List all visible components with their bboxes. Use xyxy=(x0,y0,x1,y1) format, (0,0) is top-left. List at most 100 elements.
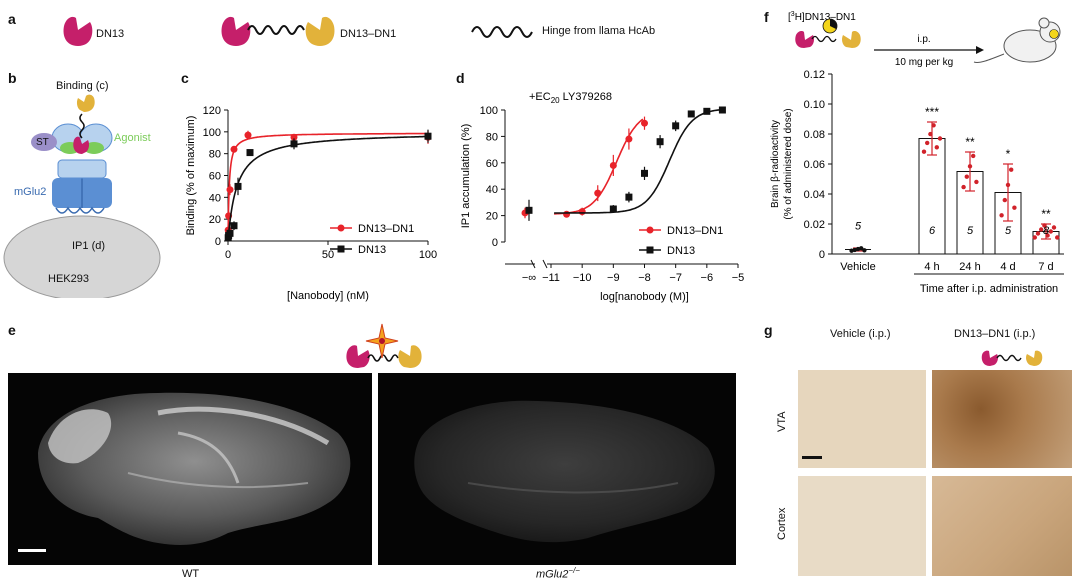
x-tick-label: −5 xyxy=(732,272,745,284)
individual-data-point xyxy=(1048,229,1053,234)
x-break-label: −∞ xyxy=(522,272,536,284)
individual-data-point xyxy=(1005,182,1011,188)
x-tick-label: −8 xyxy=(638,272,651,284)
legend-marker-dn13 xyxy=(646,246,654,254)
n-label: 6 xyxy=(929,225,936,237)
data-point-dn13-dn1 xyxy=(625,135,633,143)
y-tick-label: 0.10 xyxy=(804,99,825,111)
panel-letter-c: c xyxy=(181,70,189,86)
x-axis-label: log[nanobody (M)] xyxy=(600,291,689,303)
data-point-dn13 xyxy=(672,122,680,130)
n-label: 5 xyxy=(967,225,974,237)
y-tick-label: 120 xyxy=(203,105,221,117)
x-category-label: 4 h xyxy=(924,261,939,273)
legend-marker-dn13-dn1 xyxy=(646,226,654,234)
individual-data-point xyxy=(1035,231,1041,236)
y-tick-label: 0.04 xyxy=(804,189,825,201)
individual-data-point xyxy=(961,184,966,190)
vta-row-label: VTA xyxy=(776,411,788,432)
legend-label-dn13-dn1: DN13–DN1 xyxy=(358,223,414,235)
n-label: 5 xyxy=(1005,225,1012,237)
dn13-dn1-label: DN13–DN1 xyxy=(340,28,397,40)
individual-data-point xyxy=(1009,167,1014,172)
individual-data-point xyxy=(964,174,969,179)
data-point-dn13 xyxy=(718,106,726,114)
n-label: 5 xyxy=(855,221,862,233)
individual-data-point xyxy=(1055,235,1060,240)
legend-label-dn13: DN13 xyxy=(358,244,386,256)
panel-letter-g: g xyxy=(764,322,773,338)
dn13-nanobody-icon xyxy=(63,16,93,46)
ko-label: mGlu2−/− xyxy=(536,566,580,581)
data-point-dn13 xyxy=(424,132,432,140)
x-tick-label: −9 xyxy=(607,272,620,284)
tritium-nanobody-gold xyxy=(842,31,861,48)
data-point-dn13-dn1 xyxy=(230,145,238,153)
data-point-dn13-dn1 xyxy=(226,186,234,194)
individual-data-point xyxy=(928,131,933,137)
hinge-label: Hinge from llama HcAb xyxy=(542,25,656,37)
x-category-label: 7 d xyxy=(1038,261,1053,273)
y-tick-label: 20 xyxy=(486,211,498,223)
x-tick-label: −7 xyxy=(669,272,682,284)
data-point-dn13 xyxy=(226,229,234,237)
y-axis-label: Binding (% of maximum) xyxy=(185,116,197,236)
y-axis-label-line-2: (% of administered dose) xyxy=(783,108,794,219)
x-tick-label: −6 xyxy=(701,272,714,284)
individual-data-point xyxy=(925,140,930,146)
individual-data-point xyxy=(1051,225,1057,230)
ip1-chart: −∞ 0 20 40 60 80 100 −11 −10 −9 −8 −7 −6 −5 log[nanobo… xyxy=(460,91,745,303)
y-tick-label: 0.08 xyxy=(804,129,825,141)
x-category-label: 24 h xyxy=(959,261,980,273)
annotation: +EC20 LY379268 xyxy=(529,91,612,105)
brain-radioactivity-chart: [3H]DN13–DN1 i.p. 10 mg per kg 0 0.02 0.04 0.0… xyxy=(770,11,1064,295)
data-point-dn13 xyxy=(641,169,648,177)
histology-scale-bar xyxy=(802,456,822,459)
individual-data-point xyxy=(1039,227,1044,232)
individual-data-point xyxy=(1042,223,1047,228)
ip1-label: IP1 (d) xyxy=(72,240,106,252)
panel-letter-e: e xyxy=(8,322,16,338)
axis-break-mark xyxy=(530,259,536,269)
individual-data-point xyxy=(971,153,976,159)
data-point-dn13 xyxy=(687,110,695,118)
panel-letter-a: a xyxy=(8,11,16,27)
y-tick-label: 0.06 xyxy=(804,159,825,171)
labelled-nanobody-icon xyxy=(346,323,422,368)
baseline-point-dn13 xyxy=(525,206,533,214)
x-tick-label: 50 xyxy=(322,249,334,261)
y-tick-label: 60 xyxy=(486,158,498,170)
legend-label-dn13-dn1: DN13–DN1 xyxy=(667,225,723,237)
receptor-schematic xyxy=(3,94,161,298)
hinge-icon xyxy=(471,26,533,38)
y-tick-label: 0 xyxy=(819,249,825,261)
data-point-dn13 xyxy=(234,182,242,190)
dose-label: 10 mg per kg xyxy=(895,57,953,68)
mglu2-label: mGlu2 xyxy=(14,186,47,198)
vta-treated-image xyxy=(932,370,1072,468)
individual-data-point xyxy=(1032,235,1037,240)
y-tick-label: 0.12 xyxy=(804,69,825,81)
y-tick-label: 60 xyxy=(209,171,221,183)
x-tick-label: 0 xyxy=(225,249,231,261)
scale-bar xyxy=(18,549,46,552)
wt-label: WT xyxy=(182,568,200,580)
individual-data-point xyxy=(937,136,943,141)
legend-label-dn13: DN13 xyxy=(667,245,695,257)
cortex-row-label: Cortex xyxy=(776,507,788,540)
legend-marker-dn13 xyxy=(337,245,345,253)
mglu2-ko-brain-image xyxy=(378,373,736,565)
tritium-nanobody-hinge xyxy=(811,35,837,43)
data-point-dn13 xyxy=(656,138,664,146)
x-category-label: 4 d xyxy=(1000,261,1015,273)
cortex-vehicle-image xyxy=(798,476,926,576)
y-tick-label: 40 xyxy=(486,184,498,196)
panel-letter-f: f xyxy=(764,9,769,25)
individual-data-point xyxy=(859,246,864,251)
data-point-dn13 xyxy=(230,222,238,230)
y-tick-label: 0.02 xyxy=(804,219,825,231)
data-point-dn13 xyxy=(703,107,711,115)
x-category-label: Vehicle xyxy=(840,261,875,273)
data-point-dn13-dn1 xyxy=(244,131,252,139)
individual-data-point xyxy=(862,248,867,253)
